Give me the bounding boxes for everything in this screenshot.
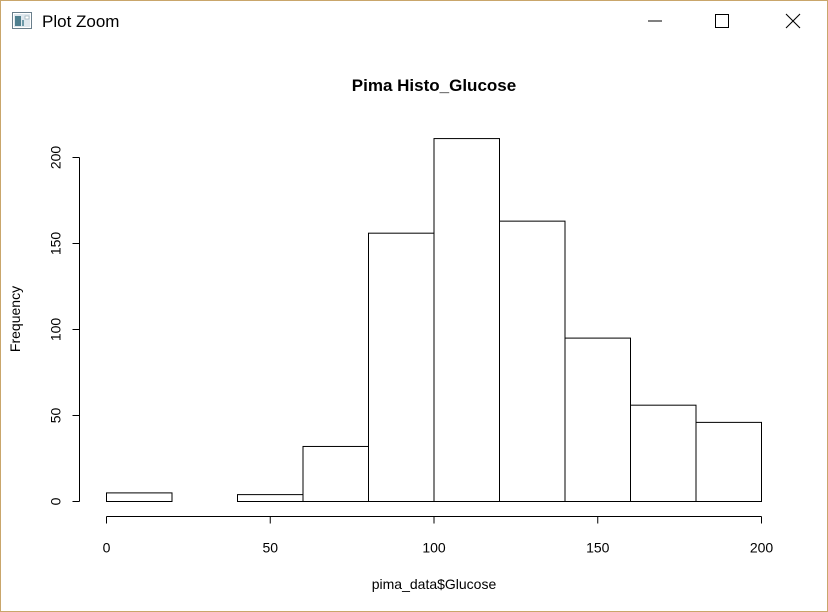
x-axis: 0 50 100 150 200 (103, 516, 774, 556)
y-tick-label: 0 (48, 497, 64, 505)
histogram-bar (630, 404, 697, 502)
y-axis: 0 50 100 150 200 (48, 146, 80, 505)
y-tick-label: 50 (48, 408, 64, 424)
x-tick-label: 0 (103, 540, 111, 556)
histogram-bar (433, 138, 500, 503)
y-axis-label: Frequency (7, 286, 23, 352)
x-tick-label: 50 (262, 540, 278, 556)
x-tick-label: 150 (586, 540, 610, 556)
histogram-bar (564, 337, 631, 502)
minimize-button[interactable] (632, 1, 678, 41)
window-title: Plot Zoom (42, 12, 120, 31)
histogram-bar (695, 421, 762, 503)
y-tick-label: 200 (48, 146, 64, 170)
y-tick-label: 150 (48, 232, 64, 256)
histogram-bar (106, 492, 173, 502)
close-icon (785, 13, 801, 29)
histogram-bar (368, 232, 435, 502)
histogram-bars (106, 138, 762, 503)
title-bar[interactable]: Plot Zoom (1, 1, 827, 41)
maximize-button[interactable] (699, 1, 745, 41)
chart-title: Pima Histo_Glucose (352, 76, 516, 95)
plot-window-icon (12, 12, 32, 29)
histogram-bar (302, 445, 369, 502)
y-tick-label: 100 (48, 318, 64, 342)
histogram-bar (499, 220, 566, 502)
histogram-plot: Pima Histo_Glucose Frequency pima_data$G… (7, 76, 774, 592)
minimize-icon (648, 20, 662, 22)
close-button[interactable] (770, 1, 816, 41)
x-tick-label: 100 (422, 540, 446, 556)
x-axis-label: pima_data$Glucose (372, 576, 497, 592)
x-tick-label: 200 (750, 540, 774, 556)
maximize-icon (715, 14, 729, 28)
histogram-bar (237, 494, 304, 502)
